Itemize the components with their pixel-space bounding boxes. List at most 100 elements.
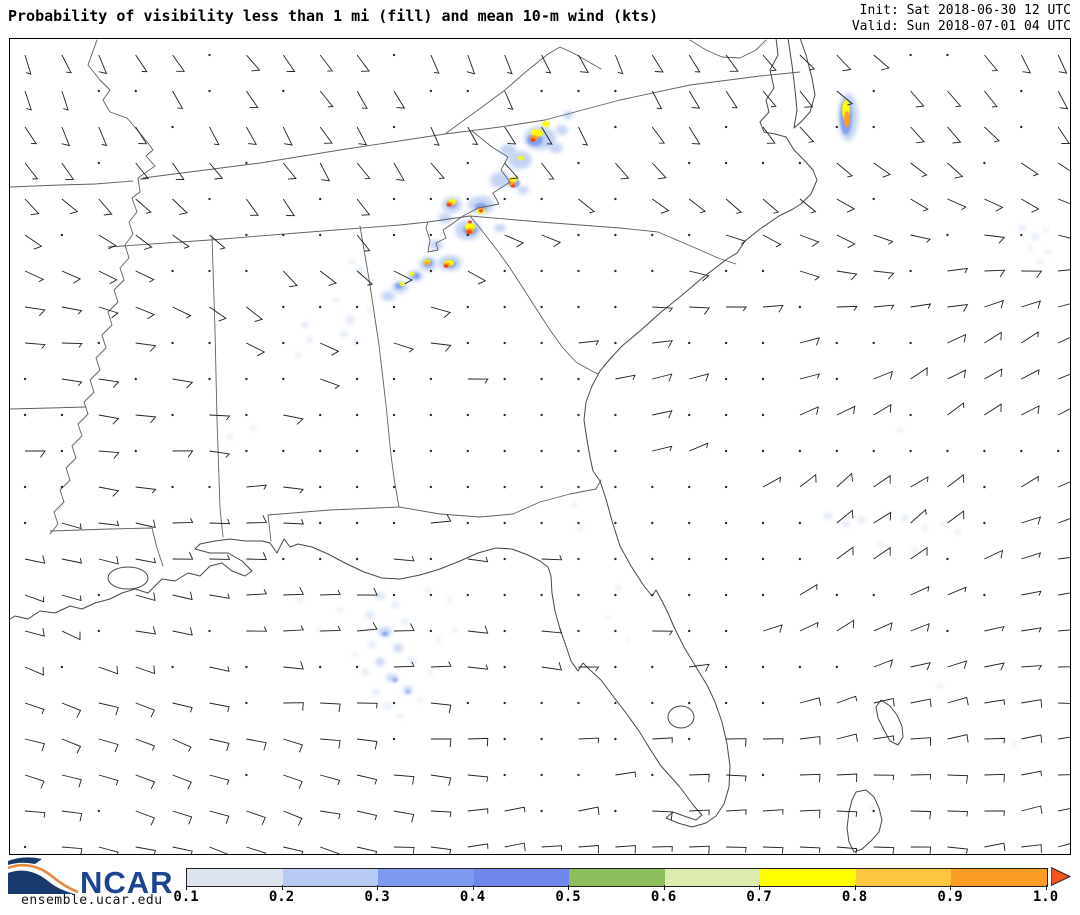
probability-blob <box>468 220 472 224</box>
calm-station-dot <box>355 305 359 309</box>
calm-station-dot <box>171 413 174 417</box>
calm-station-dot <box>761 161 765 165</box>
probability-blob <box>381 291 395 301</box>
probability-blob <box>941 522 947 526</box>
delmarva-peninsula <box>787 39 816 129</box>
calm-station-dot <box>724 161 728 165</box>
wind-barb <box>61 558 83 564</box>
wind-barb <box>283 846 304 854</box>
colorbar-tick <box>377 885 378 890</box>
probability-blob <box>922 526 928 530</box>
wind-barb <box>725 90 738 109</box>
calm-station-dot <box>798 449 802 453</box>
calm-station-dot <box>23 485 27 489</box>
colorbar-label: 0.1 <box>173 889 199 905</box>
wind-barb <box>984 662 1005 671</box>
wind-barb <box>98 378 120 389</box>
calm-station-dot <box>909 449 912 453</box>
probability-blob <box>337 608 343 612</box>
wind-barb <box>910 198 929 212</box>
calm-station-dot <box>909 413 912 417</box>
wind-barb <box>356 54 370 72</box>
calm-station-dot <box>1057 449 1060 453</box>
calm-station-dot <box>614 557 617 561</box>
calm-station-dot <box>466 413 469 417</box>
wind-barb <box>910 126 926 144</box>
wind-barb <box>246 846 267 854</box>
wind-barb <box>98 126 108 147</box>
wind-barb <box>356 270 374 286</box>
calm-station-dot <box>503 485 506 489</box>
wind-barb <box>430 342 452 352</box>
wind-barb <box>209 774 230 786</box>
wind-barb <box>61 774 82 788</box>
calm-station-dot <box>503 737 506 741</box>
probability-blob <box>1031 234 1039 240</box>
calm-station-dot <box>1020 449 1023 453</box>
init-time: Init: Sat 2018-06-30 12 UTC <box>859 3 1071 18</box>
probability-blob <box>511 184 515 188</box>
calm-station-dot <box>97 809 101 813</box>
calm-station-dot <box>946 233 949 237</box>
wind-barb <box>466 54 476 75</box>
calm-station-dot <box>651 521 654 525</box>
wind-barb <box>873 270 895 280</box>
wind-barb <box>467 126 479 146</box>
calm-station-dot <box>798 161 802 165</box>
calm-station-dot <box>724 413 728 417</box>
calm-station-dot <box>614 485 617 489</box>
calm-station-dot <box>466 197 469 201</box>
calm-station-dot <box>724 125 728 129</box>
wind-barb <box>652 630 674 636</box>
calm-station-dot <box>577 161 580 165</box>
calm-station-dot <box>540 341 543 345</box>
calm-station-dot <box>761 773 765 777</box>
calm-station-dot <box>688 341 691 345</box>
wind-barb <box>910 234 932 243</box>
probability-blob <box>530 138 536 142</box>
wind-barb <box>283 586 305 596</box>
wind-barb <box>61 630 81 641</box>
wind-barb <box>430 126 440 146</box>
probability-blob <box>406 690 410 694</box>
wind-barbs <box>23 53 1070 854</box>
calm-station-dot <box>983 161 986 165</box>
calm-station-dot <box>503 413 506 417</box>
wind-barb <box>1058 702 1070 704</box>
probability-blob <box>1018 225 1026 231</box>
calm-station-dot <box>577 413 580 417</box>
calm-station-dot <box>392 197 396 201</box>
calm-station-dot <box>983 521 986 525</box>
calm-station-dot <box>761 413 765 417</box>
calm-station-dot <box>614 89 617 93</box>
wind-barb <box>1058 373 1070 380</box>
wind-barb <box>910 585 930 596</box>
colorbar-segment <box>664 869 760 886</box>
wind-barb <box>357 587 378 596</box>
wind-barb <box>135 414 157 424</box>
wind-barb <box>24 306 46 317</box>
probability-fills <box>227 93 1051 810</box>
wind-barb <box>172 591 193 601</box>
calm-station-dot <box>171 125 174 129</box>
wind-barb <box>135 592 156 602</box>
calm-station-dot <box>577 233 580 237</box>
wind-barb <box>319 90 334 108</box>
calm-station-dot <box>429 269 433 273</box>
wind-barb <box>356 198 371 216</box>
wind-barb <box>910 662 931 671</box>
wind-barb <box>172 738 192 752</box>
wind-barb <box>246 342 266 357</box>
calm-station-dot <box>761 701 765 705</box>
probability-blob <box>409 272 415 276</box>
calm-station-dot <box>1020 233 1023 237</box>
wind-barb <box>652 737 673 743</box>
calm-station-dot <box>355 665 359 669</box>
wind-barb <box>98 665 119 675</box>
calm-station-dot <box>577 377 580 381</box>
calm-station-dot <box>319 197 322 201</box>
wind-barb <box>689 306 711 315</box>
calm-station-dot <box>503 521 506 525</box>
calm-station-dot <box>983 593 986 597</box>
wind-barb <box>24 702 45 715</box>
